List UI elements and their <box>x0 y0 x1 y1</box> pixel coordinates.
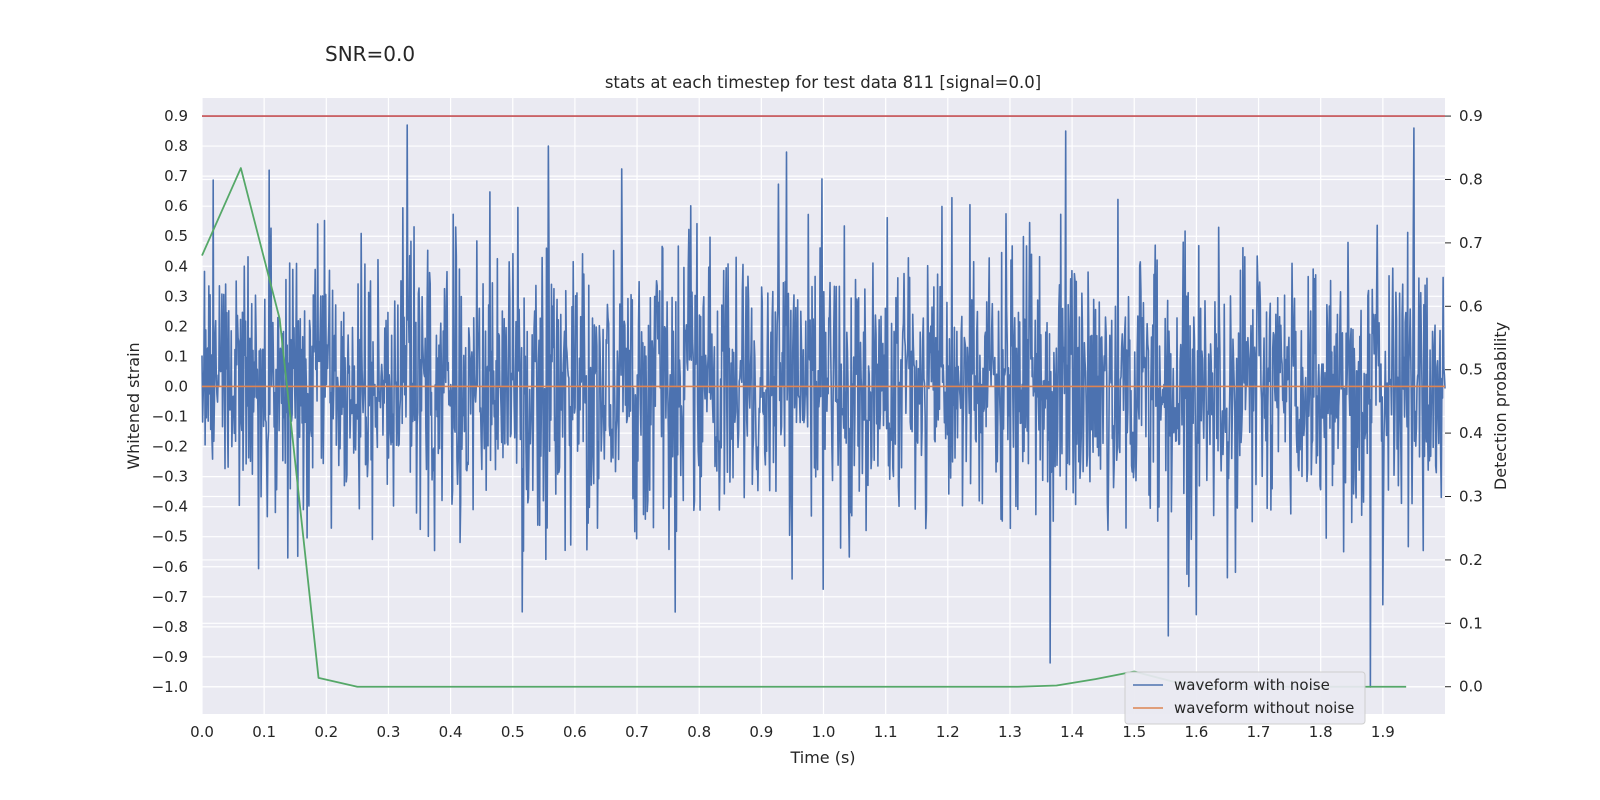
x-tick-label: 1.7 <box>1247 723 1271 741</box>
x-axis-label: Time (s) <box>789 748 855 767</box>
y-left-tick-label: 0.3 <box>164 287 188 305</box>
x-axis-ticks: 0.0 0.1 0.2 0.3 0.4 0.5 0.6 0.7 0.8 0.9 1.0 1.1 1.2 1… <box>190 723 1395 741</box>
y-right-tick-label: 0.9 <box>1459 107 1483 125</box>
y-left-tick-label: −0.9 <box>152 648 188 666</box>
legend-label-clean: waveform without noise <box>1174 699 1354 717</box>
y-left-tick-label: −0.2 <box>152 438 188 456</box>
x-tick-label: 0.2 <box>314 723 338 741</box>
x-tick-label: 0.9 <box>749 723 773 741</box>
y-left-tick-label: −0.4 <box>152 498 188 516</box>
series-waveform-with-noise <box>201 124 1446 688</box>
x-tick-label: 0.7 <box>625 723 649 741</box>
y-left-tick-label: −0.6 <box>152 558 188 576</box>
y-right-tick-label: 0.6 <box>1459 297 1483 315</box>
y-left-tick-label: 0.6 <box>164 197 188 215</box>
x-tick-label: 1.4 <box>1060 723 1084 741</box>
y-left-tick-label: −0.5 <box>152 528 188 546</box>
x-tick-label: 1.1 <box>874 723 898 741</box>
y-left-tick-label: −1.0 <box>152 678 188 696</box>
chart-suptitle: SNR=0.0 <box>325 42 415 66</box>
y-left-tick-label: −0.1 <box>152 408 188 426</box>
x-tick-label: 0.0 <box>190 723 214 741</box>
x-tick-label: 0.8 <box>687 723 711 741</box>
y-right-tick-label: 0.4 <box>1459 424 1483 442</box>
x-tick-label: 0.6 <box>563 723 587 741</box>
y-left-tick-label: 0.0 <box>164 377 188 395</box>
x-tick-label: 1.2 <box>936 723 960 741</box>
y-right-tick-label: 0.7 <box>1459 234 1483 252</box>
x-tick-label: 1.6 <box>1184 723 1208 741</box>
y-left-tick-label: −0.3 <box>152 468 188 486</box>
y-right-tick-label: 0.1 <box>1459 614 1483 632</box>
x-tick-label: 0.5 <box>501 723 525 741</box>
y-left-axis-ticks: 0.9 0.8 0.7 0.6 0.5 0.4 0.3 0.2 0.1 0.0 −0.1 −0.2 −0… <box>152 107 188 696</box>
y-right-axis-label: Detection probability <box>1491 322 1510 490</box>
x-tick-label: 1.0 <box>812 723 836 741</box>
x-tick-label: 1.8 <box>1309 723 1333 741</box>
y-right-tick-label: 0.2 <box>1459 551 1483 569</box>
series-layer <box>201 115 1446 688</box>
x-tick-label: 0.1 <box>252 723 276 741</box>
y-left-tick-label: 0.9 <box>164 107 188 125</box>
legend-box <box>1124 671 1366 725</box>
chart-title: stats at each timestep for test data 811… <box>605 73 1041 92</box>
y-left-axis-label: Whitened strain <box>124 342 143 469</box>
y-left-tick-label: 0.1 <box>164 347 188 365</box>
y-right-tick-label: 0.0 <box>1459 678 1483 696</box>
y-left-tick-label: 0.7 <box>164 167 188 185</box>
y-left-tick-label: −0.8 <box>152 618 188 636</box>
y-left-tick-label: −0.7 <box>152 588 188 606</box>
y-left-tick-label: 0.8 <box>164 137 188 155</box>
y-left-tick-label: 0.5 <box>164 227 188 245</box>
x-tick-label: 1.9 <box>1371 723 1395 741</box>
y-left-tick-label: 0.4 <box>164 257 188 275</box>
y-right-tick-label: 0.8 <box>1459 170 1483 188</box>
x-tick-label: 0.3 <box>377 723 401 741</box>
y-right-tick-label: 0.5 <box>1459 361 1483 379</box>
y-right-tick-label: 0.3 <box>1459 488 1483 506</box>
legend-label-noise: waveform with noise <box>1174 676 1330 694</box>
y-right-axis-ticks: 0.9 0.8 0.7 0.6 0.5 0.4 0.3 0.2 0.1 0.0 <box>1445 107 1483 696</box>
x-tick-label: 1.3 <box>998 723 1022 741</box>
y-left-tick-label: 0.2 <box>164 317 188 335</box>
x-tick-label: 0.4 <box>439 723 463 741</box>
legend: waveform with noise waveform without noi… <box>1124 671 1366 725</box>
x-tick-label: 1.5 <box>1122 723 1146 741</box>
